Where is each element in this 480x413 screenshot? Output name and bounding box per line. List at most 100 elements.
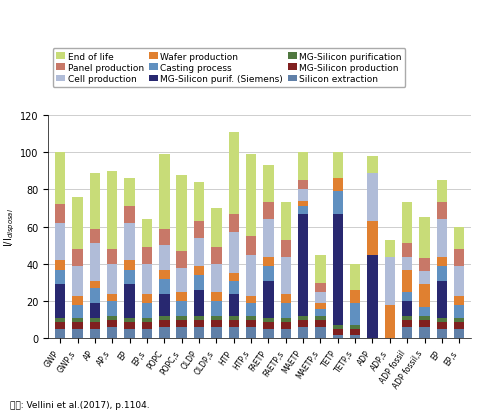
- Bar: [176, 320, 187, 328]
- Bar: [193, 238, 204, 266]
- Bar: [436, 318, 446, 322]
- Bar: [159, 320, 169, 328]
- Bar: [124, 179, 134, 207]
- Bar: [280, 240, 290, 257]
- Bar: [297, 214, 308, 316]
- Bar: [245, 303, 256, 316]
- Bar: [159, 270, 169, 279]
- Bar: [297, 153, 308, 181]
- Bar: [367, 255, 377, 339]
- Bar: [297, 320, 308, 328]
- Bar: [384, 305, 394, 339]
- Bar: [332, 330, 342, 335]
- Bar: [245, 236, 256, 255]
- Bar: [193, 316, 204, 320]
- Bar: [419, 328, 429, 339]
- Bar: [55, 285, 65, 318]
- Bar: [193, 275, 204, 290]
- Bar: [332, 192, 342, 214]
- Bar: [193, 320, 204, 328]
- Bar: [124, 322, 134, 330]
- Bar: [453, 249, 464, 266]
- Bar: [419, 316, 429, 320]
- Bar: [436, 322, 446, 330]
- Bar: [211, 301, 221, 316]
- Bar: [401, 316, 411, 320]
- Bar: [280, 330, 290, 339]
- Bar: [142, 264, 152, 294]
- Bar: [55, 205, 65, 223]
- Bar: [314, 292, 325, 303]
- Bar: [193, 290, 204, 316]
- Bar: [176, 251, 187, 268]
- Bar: [193, 183, 204, 221]
- Bar: [211, 209, 221, 248]
- Bar: [176, 301, 187, 316]
- Bar: [107, 294, 117, 301]
- Bar: [107, 171, 117, 249]
- Bar: [280, 303, 290, 318]
- Bar: [453, 330, 464, 339]
- Bar: [453, 296, 464, 305]
- Bar: [124, 285, 134, 318]
- Bar: [124, 261, 134, 270]
- Bar: [280, 318, 290, 322]
- Bar: [142, 220, 152, 248]
- Bar: [332, 214, 342, 326]
- Bar: [228, 294, 239, 316]
- Bar: [263, 330, 273, 339]
- Bar: [436, 281, 446, 318]
- Bar: [419, 272, 429, 285]
- Bar: [142, 322, 152, 330]
- Bar: [176, 292, 187, 301]
- Bar: [159, 155, 169, 229]
- Bar: [436, 266, 446, 281]
- Bar: [159, 316, 169, 320]
- Bar: [211, 316, 221, 320]
- Bar: [280, 322, 290, 330]
- Bar: [263, 281, 273, 318]
- Bar: [349, 290, 360, 303]
- Bar: [107, 301, 117, 316]
- Bar: [280, 257, 290, 294]
- Bar: [142, 330, 152, 339]
- Bar: [245, 316, 256, 320]
- Bar: [90, 330, 100, 339]
- Bar: [159, 279, 169, 294]
- Bar: [193, 266, 204, 275]
- Bar: [245, 296, 256, 303]
- Y-axis label: I/I$_{disposal}$: I/I$_{disposal}$: [3, 208, 17, 247]
- Bar: [384, 257, 394, 305]
- Bar: [401, 320, 411, 328]
- Bar: [436, 181, 446, 203]
- Bar: [159, 328, 169, 339]
- Text: 자료: Vellini et al.(2017), p.1104.: 자료: Vellini et al.(2017), p.1104.: [10, 400, 149, 409]
- Bar: [297, 328, 308, 339]
- Bar: [55, 270, 65, 285]
- Bar: [90, 281, 100, 289]
- Bar: [72, 318, 83, 322]
- Bar: [55, 330, 65, 339]
- Bar: [228, 274, 239, 281]
- Bar: [211, 328, 221, 339]
- Bar: [90, 289, 100, 303]
- Bar: [367, 173, 377, 221]
- Bar: [159, 294, 169, 316]
- Bar: [211, 248, 221, 264]
- Bar: [263, 220, 273, 257]
- Bar: [314, 320, 325, 328]
- Bar: [211, 264, 221, 292]
- Bar: [124, 330, 134, 339]
- Bar: [349, 335, 360, 339]
- Bar: [297, 316, 308, 320]
- Bar: [314, 328, 325, 339]
- Bar: [263, 266, 273, 281]
- Bar: [263, 257, 273, 266]
- Bar: [297, 207, 308, 214]
- Bar: [228, 233, 239, 274]
- Bar: [349, 330, 360, 335]
- Bar: [263, 166, 273, 203]
- Bar: [314, 283, 325, 292]
- Bar: [228, 320, 239, 328]
- Bar: [124, 223, 134, 261]
